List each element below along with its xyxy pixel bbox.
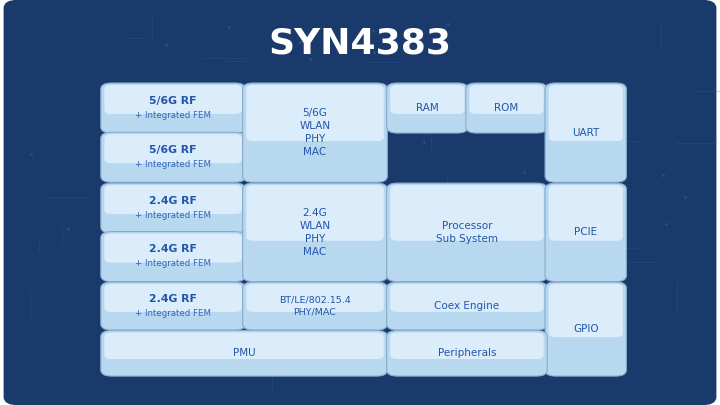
FancyBboxPatch shape: [101, 282, 246, 330]
Text: 2.4G
WLAN
PHY
MAC: 2.4G WLAN PHY MAC: [300, 208, 330, 257]
FancyBboxPatch shape: [246, 85, 384, 141]
FancyBboxPatch shape: [387, 83, 468, 133]
FancyBboxPatch shape: [387, 282, 547, 330]
Text: + Integrated FEM: + Integrated FEM: [135, 259, 211, 269]
Text: + Integrated FEM: + Integrated FEM: [135, 211, 211, 220]
FancyBboxPatch shape: [243, 83, 387, 182]
FancyBboxPatch shape: [549, 85, 623, 141]
Text: GPIO: GPIO: [573, 324, 598, 334]
Text: 5/6G RF: 5/6G RF: [150, 96, 197, 106]
FancyBboxPatch shape: [466, 83, 547, 133]
FancyBboxPatch shape: [104, 185, 242, 214]
FancyBboxPatch shape: [104, 85, 242, 114]
FancyBboxPatch shape: [469, 85, 544, 114]
Text: 2.4G RF: 2.4G RF: [149, 244, 197, 254]
Text: + Integrated FEM: + Integrated FEM: [135, 309, 211, 318]
Text: + Integrated FEM: + Integrated FEM: [135, 111, 211, 120]
FancyBboxPatch shape: [104, 284, 242, 312]
FancyBboxPatch shape: [390, 185, 544, 241]
Text: PHY/MAC: PHY/MAC: [294, 308, 336, 317]
Text: PMU: PMU: [233, 348, 256, 358]
FancyBboxPatch shape: [243, 183, 387, 281]
FancyBboxPatch shape: [101, 183, 246, 233]
FancyBboxPatch shape: [101, 132, 246, 182]
FancyBboxPatch shape: [104, 333, 384, 359]
FancyBboxPatch shape: [549, 284, 623, 337]
FancyBboxPatch shape: [4, 0, 716, 405]
FancyBboxPatch shape: [549, 185, 623, 241]
FancyBboxPatch shape: [104, 234, 242, 262]
Text: + Integrated FEM: + Integrated FEM: [135, 160, 211, 169]
FancyBboxPatch shape: [387, 330, 547, 376]
FancyBboxPatch shape: [390, 333, 544, 359]
Text: BT/LE/802.15.4: BT/LE/802.15.4: [279, 296, 351, 305]
FancyBboxPatch shape: [545, 282, 626, 376]
FancyBboxPatch shape: [101, 83, 246, 133]
Text: ROM: ROM: [495, 103, 518, 113]
Text: Peripherals: Peripherals: [438, 348, 496, 358]
FancyBboxPatch shape: [101, 330, 387, 376]
Text: UART: UART: [572, 128, 599, 138]
FancyBboxPatch shape: [545, 83, 626, 182]
FancyBboxPatch shape: [390, 284, 544, 312]
FancyBboxPatch shape: [101, 232, 246, 281]
Text: 2.4G RF: 2.4G RF: [149, 294, 197, 304]
Text: PCIE: PCIE: [574, 227, 598, 237]
Text: RAM: RAM: [416, 103, 438, 113]
FancyBboxPatch shape: [104, 134, 242, 163]
FancyBboxPatch shape: [243, 282, 387, 330]
FancyBboxPatch shape: [246, 185, 384, 241]
FancyBboxPatch shape: [387, 183, 547, 281]
Text: 5/6G
WLAN
PHY
MAC: 5/6G WLAN PHY MAC: [300, 108, 330, 158]
FancyBboxPatch shape: [545, 183, 626, 281]
Text: 2.4G RF: 2.4G RF: [149, 196, 197, 206]
Text: 5/6G RF: 5/6G RF: [150, 145, 197, 155]
FancyBboxPatch shape: [246, 284, 384, 312]
Text: Processor
Sub System: Processor Sub System: [436, 221, 498, 244]
FancyBboxPatch shape: [390, 85, 464, 114]
Text: Coex Engine: Coex Engine: [434, 301, 500, 311]
Text: SYN4383: SYN4383: [269, 26, 451, 60]
